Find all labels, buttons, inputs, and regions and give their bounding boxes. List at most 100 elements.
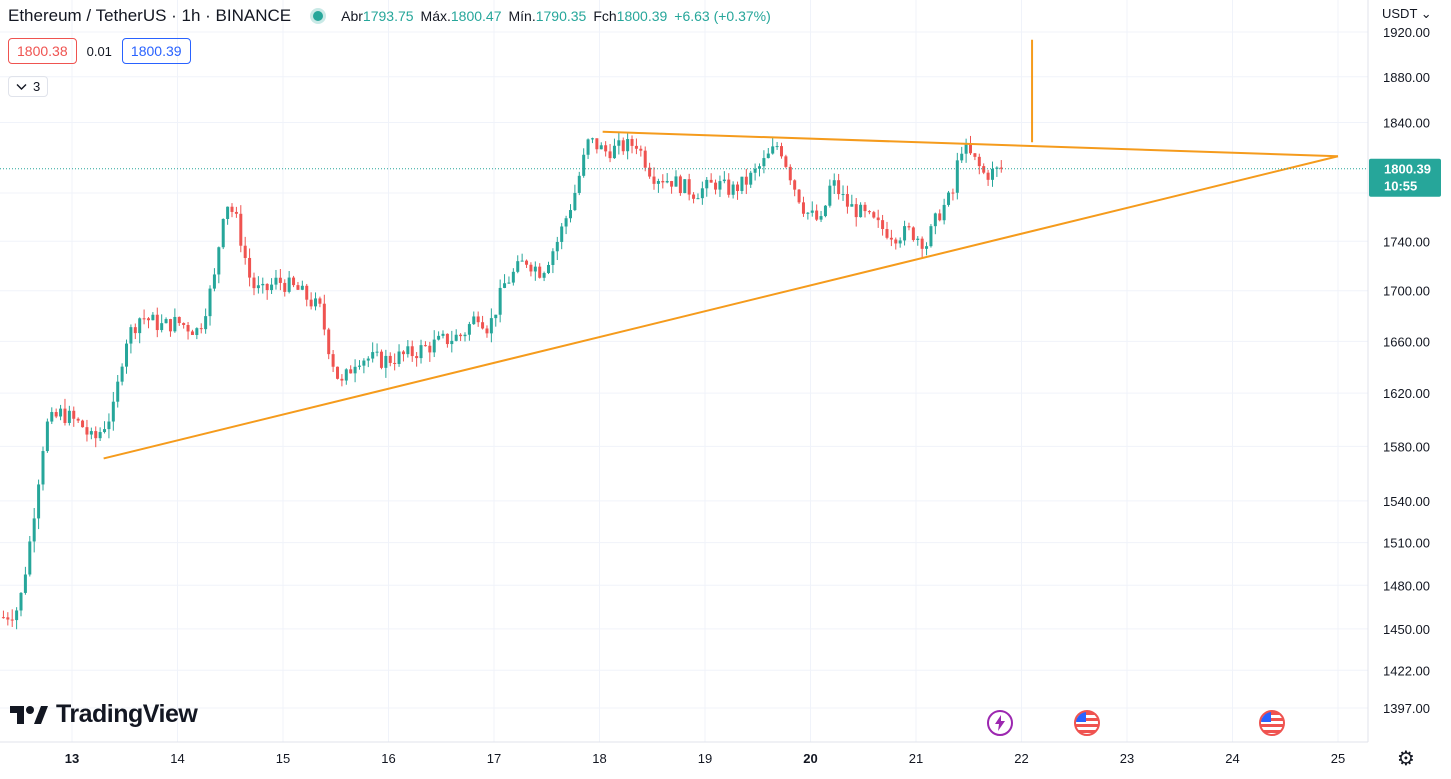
change-value: +6.63 (+0.37%) bbox=[674, 8, 771, 24]
x-tick-label: 23 bbox=[1120, 751, 1134, 766]
candle bbox=[111, 391, 115, 431]
candle bbox=[740, 176, 744, 195]
candle bbox=[239, 205, 243, 253]
candle-body bbox=[485, 328, 489, 334]
candle bbox=[59, 404, 63, 421]
candle bbox=[925, 242, 929, 256]
resistance-trendline[interactable] bbox=[602, 130, 1339, 158]
us-flag-icon[interactable] bbox=[1258, 710, 1285, 736]
grid bbox=[0, 0, 1368, 742]
candle-body bbox=[489, 318, 493, 334]
candle bbox=[274, 269, 278, 290]
candle bbox=[999, 160, 1003, 173]
candle-body bbox=[665, 181, 669, 183]
candle bbox=[938, 209, 942, 222]
candle bbox=[779, 142, 783, 159]
candle-body bbox=[344, 369, 348, 381]
candle-body bbox=[327, 329, 331, 355]
candle bbox=[498, 279, 502, 323]
candle-body bbox=[182, 323, 186, 325]
buy-button[interactable]: 1800.39 bbox=[121, 38, 191, 64]
low-value: 1790.35 bbox=[535, 8, 587, 24]
price-axis[interactable]: 1397.00 1422.00 1450.00 1480.00 1510.00 1540.… bbox=[1383, 25, 1430, 716]
indicators-toggle[interactable]: 3 bbox=[8, 76, 49, 97]
candle bbox=[142, 309, 146, 325]
candle bbox=[204, 308, 208, 334]
candle bbox=[23, 566, 27, 595]
candle bbox=[687, 173, 691, 201]
candle-body bbox=[476, 316, 480, 323]
tradingview-logo[interactable]: TradingView bbox=[10, 700, 198, 729]
candle bbox=[582, 148, 586, 178]
candle bbox=[476, 311, 480, 327]
candle bbox=[32, 507, 36, 553]
us-flag-icon[interactable] bbox=[1073, 710, 1100, 736]
candle-body bbox=[393, 362, 397, 364]
candle-body bbox=[81, 420, 85, 428]
candle-body bbox=[595, 138, 599, 150]
candle bbox=[384, 349, 388, 378]
candle-body bbox=[331, 354, 335, 367]
candle bbox=[885, 221, 889, 240]
candle bbox=[590, 137, 594, 144]
candle bbox=[146, 317, 150, 329]
currency-menu[interactable]: USDT ⌄ bbox=[1382, 6, 1432, 22]
candle-body bbox=[538, 266, 542, 278]
candle-body bbox=[784, 156, 788, 167]
candle bbox=[212, 268, 216, 292]
gear-icon[interactable]: ⚙ bbox=[1397, 748, 1415, 770]
candle bbox=[793, 179, 797, 197]
candle-body bbox=[779, 146, 783, 157]
candle-body bbox=[410, 346, 414, 357]
candle bbox=[89, 427, 93, 440]
candle-body bbox=[155, 314, 159, 331]
candle-body bbox=[775, 146, 779, 148]
candle-body bbox=[894, 239, 898, 244]
candle-body bbox=[142, 318, 146, 320]
candle-body bbox=[261, 283, 265, 286]
candle-body bbox=[160, 323, 164, 331]
candle bbox=[261, 277, 265, 294]
sell-button[interactable]: 1800.38 bbox=[8, 38, 77, 64]
candle-body bbox=[687, 179, 691, 195]
candle-body bbox=[520, 260, 524, 262]
candle bbox=[982, 163, 986, 175]
candle bbox=[621, 137, 625, 155]
candle-body bbox=[6, 617, 10, 620]
candle-body bbox=[322, 303, 326, 330]
candle bbox=[648, 162, 652, 179]
candle bbox=[300, 280, 304, 291]
candle-body bbox=[397, 351, 401, 364]
candle bbox=[98, 427, 102, 442]
candle bbox=[586, 138, 590, 160]
candle-body bbox=[274, 277, 278, 285]
tradingview-logo-text: TradingView bbox=[56, 700, 198, 728]
candle bbox=[120, 363, 124, 386]
candle bbox=[10, 609, 14, 627]
candle bbox=[995, 166, 999, 177]
candle-body bbox=[639, 148, 643, 151]
candle-body bbox=[612, 145, 616, 159]
candle-body bbox=[555, 241, 559, 252]
candle-body bbox=[472, 316, 476, 325]
x-tick-label: 17 bbox=[487, 751, 501, 766]
candle bbox=[234, 206, 238, 218]
candle bbox=[727, 173, 731, 198]
candle-body bbox=[828, 185, 832, 206]
drawings[interactable] bbox=[103, 39, 1339, 460]
tradingview-logo-icon bbox=[10, 705, 48, 724]
time-axis[interactable]: 13 14 15 16 17 18 19 20 21 22 23 24 25 bbox=[65, 751, 1345, 766]
symbol-title[interactable]: Ethereum / TetherUS · 1h · BINANCE bbox=[8, 6, 292, 25]
candle bbox=[336, 366, 340, 380]
lightning-icon[interactable] bbox=[987, 710, 1014, 736]
candle bbox=[423, 341, 427, 347]
support-trendline[interactable] bbox=[103, 155, 1339, 460]
candle bbox=[54, 408, 58, 419]
candle bbox=[485, 325, 489, 338]
candle-body bbox=[832, 180, 836, 186]
market-status-icon[interactable] bbox=[313, 11, 324, 21]
candle bbox=[507, 276, 511, 284]
candle-body bbox=[867, 211, 871, 213]
candle-body bbox=[762, 158, 766, 167]
